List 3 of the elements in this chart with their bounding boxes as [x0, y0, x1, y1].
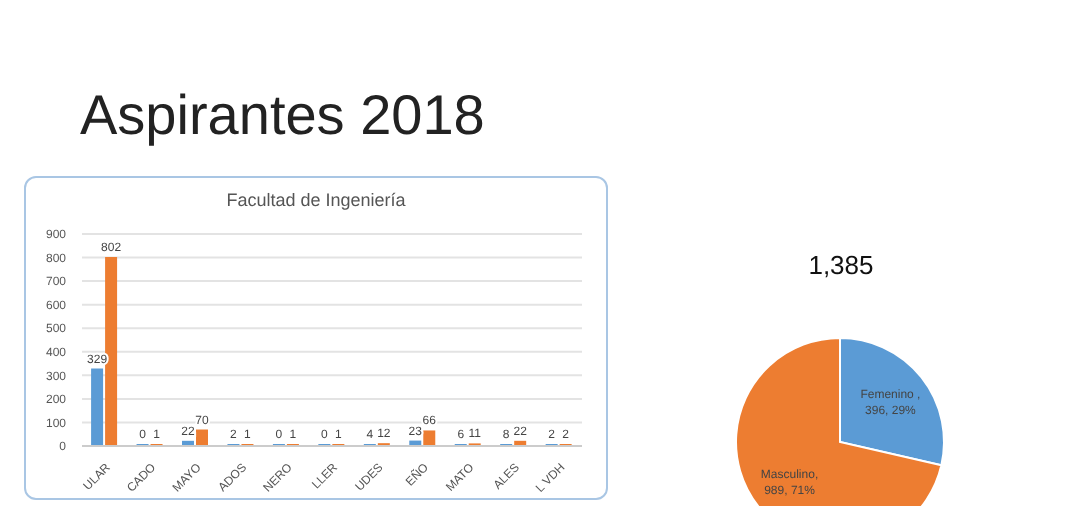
text: Aspirantes 2018 — [80, 84, 485, 148]
chart-title: Facultad de Ingeniería — [224, 190, 408, 210]
chart-title: 1,385 — [806, 250, 876, 280]
